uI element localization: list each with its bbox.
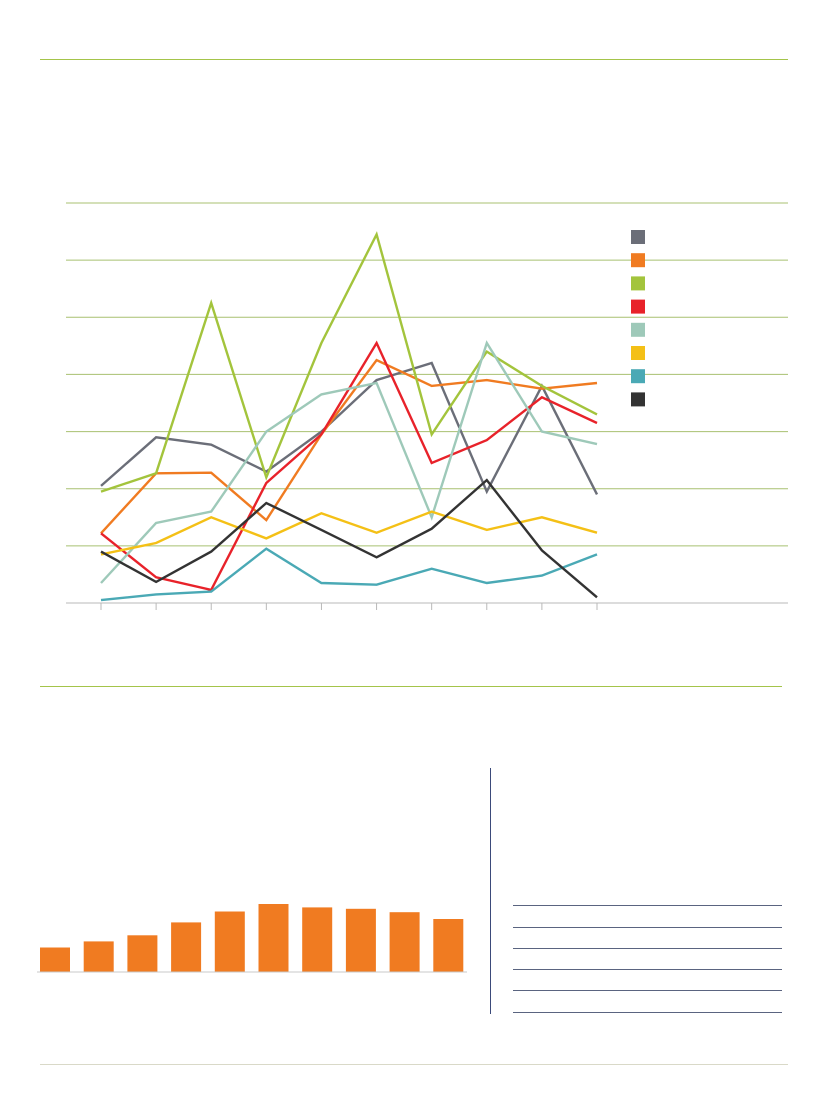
top-divider — [40, 59, 788, 60]
series-line-6 — [100, 510, 598, 556]
line-chart-legend — [631, 230, 645, 407]
series-line-3 — [100, 231, 598, 493]
legend-swatch-2 — [631, 253, 645, 268]
line-chart-series — [100, 231, 599, 602]
vertical-divider — [490, 768, 491, 1014]
series-line-8 — [100, 478, 598, 599]
legend-swatch-5 — [631, 322, 645, 337]
series-line-2 — [100, 358, 598, 535]
bar-10 — [433, 919, 464, 972]
line-chart-gridlines — [66, 202, 788, 604]
bottom-divider — [40, 1064, 788, 1065]
bar-7 — [302, 907, 333, 972]
legend-swatch-7 — [631, 369, 645, 384]
series-line-7 — [100, 547, 598, 602]
table-rule — [513, 1012, 782, 1013]
bar-6 — [258, 904, 289, 972]
table-rule — [513, 927, 782, 928]
bar-4 — [171, 922, 202, 972]
series-line-4 — [100, 340, 598, 592]
legend-swatch-3 — [631, 276, 645, 291]
legend-swatch-4 — [631, 299, 645, 314]
table-rule — [513, 905, 782, 906]
bar-8 — [345, 908, 376, 972]
line-chart — [66, 202, 788, 610]
table-rule — [513, 990, 782, 991]
section-divider — [40, 686, 782, 687]
series-line-1 — [100, 361, 599, 495]
legend-swatch-8 — [631, 392, 645, 407]
bar-chart-bars — [40, 904, 464, 972]
legend-swatch-1 — [631, 230, 645, 244]
bar-9 — [389, 912, 420, 972]
bar-1 — [40, 947, 70, 972]
line-chart-x-ticks — [100, 603, 598, 610]
table-rule — [513, 969, 782, 970]
series-line-5 — [100, 340, 598, 584]
legend-swatch-6 — [631, 346, 645, 360]
bar-2 — [83, 941, 114, 972]
bar-3 — [127, 935, 158, 972]
bar-5 — [214, 911, 245, 972]
table-rule — [513, 948, 782, 949]
